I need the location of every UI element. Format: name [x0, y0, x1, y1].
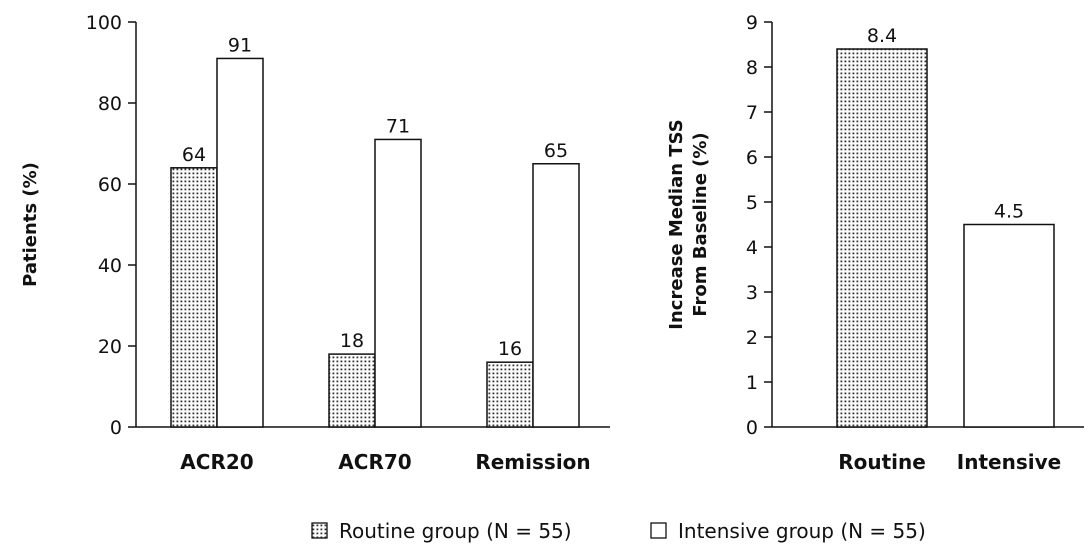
data-label: 64 [182, 144, 206, 166]
y-tick-label: 40 [98, 255, 122, 277]
category-label: Routine [838, 450, 926, 474]
patients-bar-chart: 0 20 40 60 80 100 Patients (%) 64 91 ACR20 18 71 ACR… [20, 12, 610, 474]
y-tick-label: 4 [746, 237, 758, 259]
data-label: 71 [386, 115, 410, 137]
category-label: ACR20 [180, 450, 253, 474]
legend: Routine group (N = 55) Intensive group (N… [311, 519, 926, 543]
category-label: Remission [475, 450, 590, 474]
category-label: ACR70 [338, 450, 411, 474]
y-tick-label: 6 [746, 147, 758, 169]
y-tick-label: 8 [746, 57, 758, 79]
data-label: 18 [340, 330, 364, 352]
data-label: 8.4 [867, 25, 897, 47]
y-tick-label: 20 [98, 336, 122, 358]
y-axis-label-line: Increase Median TSS [666, 119, 687, 329]
y-axis-label-line: From Baseline (%) [690, 132, 711, 316]
data-label: 16 [498, 338, 522, 360]
y-tick-label: 0 [746, 417, 758, 439]
legend-swatch-intensive [650, 522, 667, 539]
data-label: 65 [544, 140, 568, 162]
y-tick-label: 3 [746, 282, 758, 304]
y-tick-label: 80 [98, 93, 122, 115]
y-tick-label: 100 [86, 12, 122, 34]
bar-intensive [963, 223, 1055, 428]
data-label: 4.5 [994, 201, 1024, 223]
y-tick-label: 7 [746, 102, 758, 124]
legend-label: Intensive group (N = 55) [678, 519, 926, 543]
y-tick-label: 5 [746, 192, 758, 214]
y-tick-label: 60 [98, 174, 122, 196]
bar-intensive [216, 57, 264, 428]
legend-swatch-routine [311, 522, 328, 539]
y-tick-label: 0 [110, 417, 122, 439]
bar-intensive [374, 138, 422, 428]
y-tick-label: 2 [746, 327, 758, 349]
bar-routine [486, 361, 534, 428]
bar-routine [328, 353, 376, 428]
bar-routine [170, 167, 218, 428]
tss-bar-chart: 0 1 2 3 4 5 6 7 8 9 Increase Median TSS From Baseli… [666, 12, 1084, 474]
y-tick-label: 1 [746, 372, 758, 394]
legend-label: Routine group (N = 55) [339, 519, 572, 543]
category-label: Intensive [957, 450, 1061, 474]
y-tick-label: 9 [746, 12, 758, 34]
bar-intensive [532, 163, 580, 428]
data-label: 91 [228, 34, 252, 56]
y-axis-label: Patients (%) [20, 162, 41, 287]
bar-routine [836, 48, 928, 428]
